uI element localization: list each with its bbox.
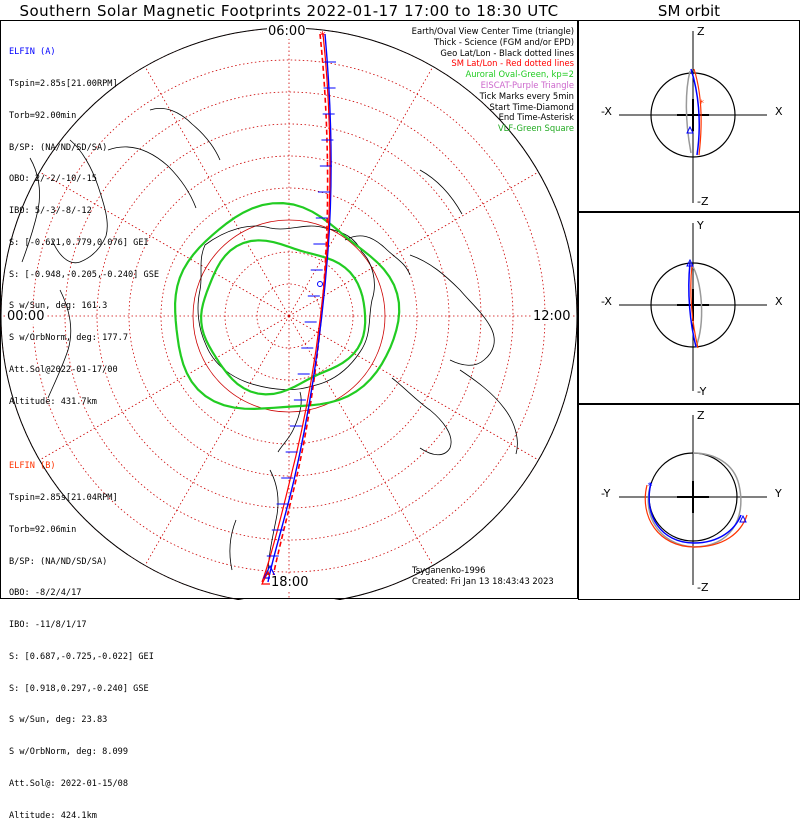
- coastline: [21, 157, 40, 263]
- legend-entry: Geo Lat/Lon - Black dotted lines: [440, 47, 574, 58]
- credit: Tsyganenko-1996 Created: Fri Jan 13 18:4…: [412, 565, 554, 587]
- orbit-panel-xz: * Z -Z -X X: [578, 20, 800, 212]
- legend-entry: Earth/Oval View Center Time (triangle): [411, 26, 574, 36]
- orbit-xy-bottom: -Y: [697, 385, 707, 398]
- coastline: [107, 146, 197, 209]
- satellite-tracks: *: [261, 29, 336, 585]
- elfin-a-track: [267, 33, 332, 583]
- orbit-xz-top: Z: [697, 25, 705, 38]
- legend-entry: Auroral Oval-Green, kp=2: [465, 69, 574, 80]
- coastlines: [21, 107, 518, 576]
- coastline: [459, 369, 518, 455]
- orbit-yz-top: Z: [697, 409, 705, 422]
- time-label-00: 00:00: [6, 309, 46, 324]
- legend: Earth/Oval View Center Time (triangle) T…: [412, 26, 574, 134]
- elfin-a-line: OBO: 2/-2/-10/-15: [9, 174, 97, 185]
- elfin-a-line: IBO: 5/-3/-8/-12: [9, 206, 92, 217]
- map-frame: [0, 20, 578, 599]
- auroral-oval-inner: [199, 239, 367, 396]
- svg-text:*: *: [647, 481, 653, 492]
- orbit-yz-left: -Y: [601, 487, 611, 500]
- orbit-xz-left: -X: [601, 105, 612, 118]
- elfin-b-line: S w/Sun, deg: 23.83: [9, 715, 108, 726]
- orbit-yz-right: Y: [775, 487, 782, 500]
- elfin-b-title: ELFIN (B): [9, 461, 56, 472]
- legend-entry: VLF-Green Square: [497, 123, 574, 134]
- orbit-plot-yz: *: [619, 415, 767, 585]
- auroral-oval: [173, 201, 401, 411]
- elfin-b-line: S w/OrbNorm, deg: 8.099: [9, 747, 128, 758]
- elfin-b-line: S: [0.687,-0.725,-0.022] GEI: [9, 651, 154, 662]
- time-label-06: 06:00: [267, 24, 307, 39]
- time-label-18: 18:00: [270, 575, 310, 590]
- coastline: [149, 107, 221, 161]
- elfin-b-line: Torb=92.06min: [9, 524, 77, 535]
- elfin-b-track-trace: [261, 33, 331, 583]
- elfin-b-line: B/SP: (NA/ND/SD/SA): [9, 556, 108, 567]
- elfin-a-line: B/SP: (NA/ND/SD/SA): [9, 142, 108, 153]
- legend-entry: Tick Marks every 5min: [479, 90, 574, 101]
- elfin-b-line: Tspin=2.85s[21.04RPM]: [9, 492, 118, 503]
- coastline: [277, 391, 302, 453]
- orbit-plot-xz: *: [619, 31, 767, 203]
- legend-entry: EISCAT-Purple Triangle: [480, 79, 574, 90]
- coastline: [409, 254, 495, 366]
- orbit-panel-xy: Y -Y -X X: [578, 212, 800, 404]
- orbit-xy-right: X: [775, 295, 783, 308]
- orbit-xz-bottom: -Z: [697, 195, 709, 208]
- orbit-panel-yz: * Z -Z -Y Y: [578, 404, 800, 600]
- grid-spoke: [144, 66, 290, 317]
- auroral-oval-outer: [173, 201, 401, 411]
- elfin-a-line: S w/Sun, deg: 161.3: [9, 301, 108, 312]
- credit-created: Created: Fri Jan 13 18:43:43 2023: [412, 576, 554, 586]
- elfin-b-info: ELFIN (B) Tspin=2.85s[21.04RPM] Torb=92.…: [9, 440, 154, 832]
- plot-title: Southern Solar Magnetic Footprints 2022-…: [19, 2, 559, 20]
- time-label-12: 12:00: [532, 309, 572, 324]
- svg-text:*: *: [699, 99, 704, 109]
- elfin-a-line: S w/OrbNorm, deg: 177.7: [9, 333, 128, 344]
- grid-spoke: [144, 315, 290, 566]
- grid-spoke: [288, 315, 434, 566]
- elfin-b-line: Att.Sol@: 2022-01-15/08: [9, 779, 128, 789]
- orbit-xy-top: Y: [697, 219, 704, 232]
- elfin-a-line: Att.Sol@2022-01-17/00: [9, 365, 118, 375]
- orbit-title: SM orbit: [657, 2, 721, 20]
- elfin-a-line: Tspin=2.85s[21.00RPM]: [9, 78, 118, 89]
- end-asterisk: *: [319, 29, 326, 43]
- coastline: [344, 235, 411, 276]
- elfin-b-track: [271, 33, 329, 583]
- coastline: [47, 289, 72, 399]
- elfin-b-line: S: [0.918,0.297,-0.240] GSE: [9, 683, 149, 694]
- legend-entry: End Time-Asterisk: [498, 112, 574, 123]
- grid-spoke: [288, 66, 434, 317]
- elfin-a-line: S: [-0.621,0.779,0.076] GEI: [9, 237, 149, 248]
- grid-spoke: [288, 171, 539, 317]
- coastline: [51, 139, 108, 264]
- grid-spoke: [39, 315, 290, 461]
- grid-spoke: [39, 171, 290, 317]
- elfin-a-line: Altitude: 431.7km: [9, 396, 97, 407]
- coastline: [229, 519, 237, 571]
- grid-spoke: [288, 315, 539, 461]
- coastline: [419, 169, 463, 215]
- orbit-xy-left: -X: [601, 295, 612, 308]
- legend-entry: SM Lat/Lon - Red dotted lines: [451, 58, 574, 69]
- orbit-yz-bottom: -Z: [697, 581, 709, 594]
- coastline: [391, 377, 452, 456]
- elfin-a-line: Torb=92.00min: [9, 110, 77, 121]
- elfin-a-title: ELFIN (A): [9, 47, 56, 58]
- legend-entry: Start Time-Diamond: [489, 101, 574, 112]
- elfin-b-line: IBO: -11/8/1/17: [9, 620, 87, 631]
- legend-entry: Thick - Science (FGM and/or EPD): [433, 36, 574, 47]
- elfin-b-line: Altitude: 424.1km: [9, 810, 97, 821]
- science-marker: [317, 281, 323, 287]
- elfin-a-line: S: [-0.948,-0.205,-0.240] GSE: [9, 269, 160, 280]
- coastline: [197, 225, 375, 390]
- elfin-b-line: OBO: -8/2/4/17: [9, 588, 82, 599]
- orbit-plot-xy: [619, 223, 767, 391]
- credit-model: Tsyganenko-1996: [412, 565, 486, 575]
- elfin-a-info: ELFIN (A) Tspin=2.85s[21.00RPM] Torb=92.…: [9, 26, 159, 418]
- orbit-xz-right: X: [775, 105, 783, 118]
